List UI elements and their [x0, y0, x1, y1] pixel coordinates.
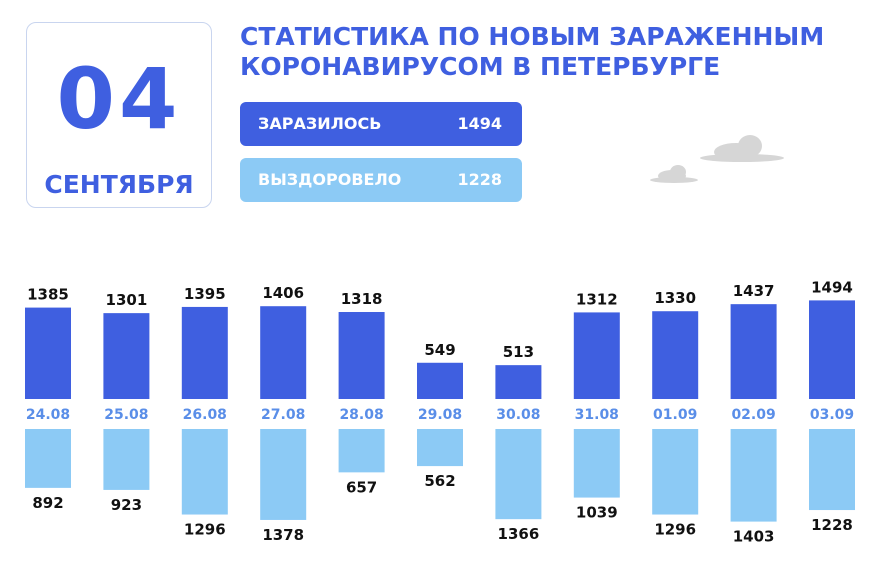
- date-tick-label: 31.08: [575, 407, 619, 423]
- date-tick-label: 02.09: [731, 407, 775, 423]
- infected-bar: [417, 362, 463, 399]
- page-title: СТАТИСТИКА ПО НОВЫМ ЗАРАЖЕННЫМ КОРОНАВИР…: [240, 22, 840, 82]
- recovered-value-label: 562: [424, 472, 455, 490]
- infected-value-label: 1330: [654, 289, 696, 307]
- recovered-value-label: 1228: [811, 516, 853, 534]
- infected-bar: [103, 313, 150, 399]
- date-card: 04 СЕНТЯБРЯ: [26, 22, 212, 208]
- infected-bar: [809, 300, 855, 399]
- infected-value-label: 549: [424, 341, 455, 359]
- infected-label: ЗАРАЗИЛОСЬ: [258, 114, 382, 133]
- title-line-2: КОРОНАВИРУСОМ В ПЕТЕРБУРГЕ: [240, 52, 721, 81]
- recovered-bar: [25, 429, 71, 488]
- recovered-value-label: 1296: [654, 521, 696, 539]
- infected-bar: [260, 306, 307, 399]
- infected-value-label: 513: [503, 343, 534, 361]
- recovered-bar: [103, 429, 150, 490]
- date-tick-label: 26.08: [183, 407, 227, 423]
- recovered-bar: [495, 429, 542, 520]
- infected-value-label: 1406: [262, 284, 304, 302]
- infected-value-label: 1312: [576, 290, 618, 308]
- infected-summary: ЗАРАЗИЛОСЬ 1494: [240, 102, 522, 146]
- date-tick-label: 25.08: [104, 407, 148, 423]
- date-month: СЕНТЯБРЯ: [44, 170, 194, 199]
- recovered-value-label: 1039: [576, 504, 618, 522]
- infected-value-label: 1318: [341, 290, 383, 308]
- recovered-bar: [730, 429, 777, 522]
- recovered-value-label: 923: [111, 496, 142, 514]
- recovered-bar: [809, 429, 855, 511]
- recovered-bar: [181, 429, 228, 515]
- infected-bar: [573, 312, 620, 399]
- date-tick-label: 29.08: [418, 407, 462, 423]
- cloud-icon: [700, 135, 784, 162]
- recovered-value-label: 892: [32, 494, 63, 512]
- infected-bar: [338, 312, 385, 399]
- recovered-value: 1228: [457, 170, 502, 189]
- date-tick-label: 24.08: [26, 407, 70, 423]
- title-line-1: СТАТИСТИКА ПО НОВЫМ ЗАРАЖЕННЫМ: [240, 22, 825, 51]
- recovered-value-label: 1366: [498, 525, 540, 543]
- recovered-value-label: 657: [346, 478, 377, 496]
- date-tick-label: 28.08: [339, 407, 383, 423]
- recovered-value-label: 1403: [733, 528, 775, 546]
- infected-value-label: 1494: [811, 278, 853, 296]
- recovered-value-label: 1296: [184, 521, 226, 539]
- clouds-decoration: [650, 135, 784, 183]
- date-tick-label: 03.09: [810, 407, 854, 423]
- date-tick-label: 01.09: [653, 407, 697, 423]
- infected-value: 1494: [457, 114, 502, 133]
- infected-bar: [181, 306, 228, 399]
- recovered-bar: [417, 429, 463, 467]
- date-day: 04: [56, 50, 182, 148]
- recovered-label: ВЫЗДОРОВЕЛО: [258, 170, 402, 189]
- infected-value-label: 1301: [106, 291, 148, 309]
- infected-bar: [652, 311, 699, 399]
- cloud-icon: [650, 165, 698, 183]
- infected-bar: [25, 307, 71, 399]
- recovered-bar: [260, 429, 307, 520]
- recovered-summary: ВЫЗДОРОВЕЛО 1228: [240, 158, 522, 202]
- infected-bar: [730, 304, 777, 399]
- recovered-value-label: 1378: [262, 526, 304, 544]
- infected-bar: [495, 365, 542, 399]
- date-tick-label: 30.08: [496, 407, 540, 423]
- infected-value-label: 1395: [184, 285, 226, 303]
- infected-value-label: 1437: [733, 282, 775, 300]
- date-tick-label: 27.08: [261, 407, 305, 423]
- infected-value-label: 1385: [27, 286, 69, 304]
- recovered-bar: [338, 429, 385, 473]
- recovered-bar: [652, 429, 699, 515]
- recovered-bar: [573, 429, 620, 498]
